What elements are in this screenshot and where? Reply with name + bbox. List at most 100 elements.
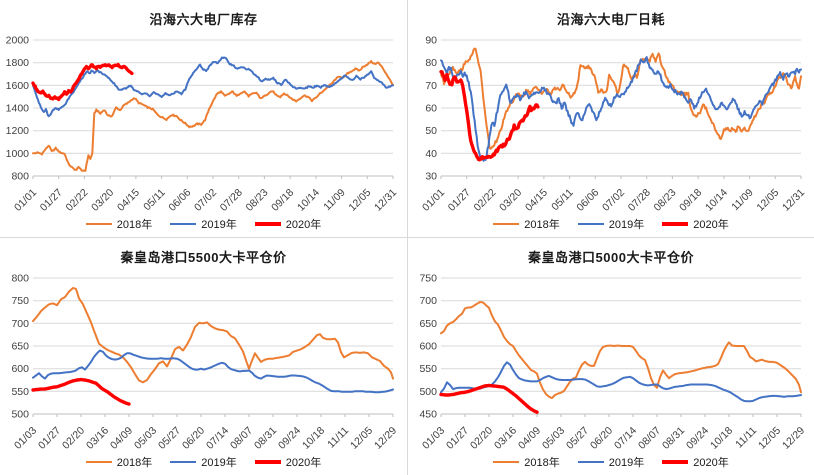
svg-text:650: 650 bbox=[419, 318, 437, 330]
legend-line-2019-icon bbox=[577, 223, 604, 225]
legend: 2018年 2019年 2020年 bbox=[408, 213, 814, 235]
legend-line-2020-icon bbox=[254, 222, 281, 226]
legend-item-2018: 2018年 bbox=[493, 454, 560, 470]
svg-text:1200: 1200 bbox=[6, 125, 30, 137]
svg-text:1600: 1600 bbox=[6, 80, 30, 92]
svg-text:750: 750 bbox=[11, 295, 29, 307]
svg-text:12/31: 12/31 bbox=[372, 187, 399, 213]
svg-text:08/23: 08/23 bbox=[651, 187, 678, 213]
chart-panel-coastal-inventory: 沿海六大电厂库存 800 1000 1200 1400 1600 1800 2000 01/0… bbox=[0, 0, 407, 237]
svg-text:05/27: 05/27 bbox=[156, 425, 183, 451]
chart-panel-coastal-daily-consumption: 沿海六大电厂日耗 30 40 50 60 70 80 90 01/01 01/27 02/22 03… bbox=[408, 0, 814, 237]
svg-text:01/27: 01/27 bbox=[446, 187, 473, 213]
legend-line-2018-icon bbox=[85, 223, 112, 225]
svg-text:90: 90 bbox=[425, 35, 437, 47]
svg-text:12/31: 12/31 bbox=[780, 187, 807, 213]
legend-label: 2019年 bbox=[608, 219, 645, 231]
svg-text:08/23: 08/23 bbox=[243, 187, 270, 213]
svg-text:04/15: 04/15 bbox=[115, 187, 142, 213]
legend-item-2018: 2018年 bbox=[85, 454, 153, 470]
legend-item-2019: 2019年 bbox=[577, 454, 645, 470]
svg-text:04/09: 04/09 bbox=[108, 425, 135, 451]
svg-text:40: 40 bbox=[425, 148, 437, 160]
svg-text:750: 750 bbox=[419, 273, 437, 285]
legend-label: 2020年 bbox=[285, 457, 322, 469]
svg-text:08/07: 08/07 bbox=[228, 425, 255, 451]
legend-line-2020-icon bbox=[662, 222, 689, 226]
chart-panel-qhd-5000-price: 秦皇岛港口5000大卡平仓价 450 500 550 600 650 700 750 01/0… bbox=[408, 238, 814, 475]
legend-line-2018-icon bbox=[85, 461, 112, 463]
svg-text:09/18: 09/18 bbox=[677, 187, 704, 213]
svg-text:04/15: 04/15 bbox=[523, 187, 550, 213]
svg-text:60: 60 bbox=[425, 103, 437, 115]
svg-text:11/11: 11/11 bbox=[733, 425, 759, 451]
svg-text:12/05: 12/05 bbox=[754, 187, 781, 213]
legend-line-2018-icon bbox=[493, 461, 520, 463]
svg-text:80: 80 bbox=[425, 57, 437, 69]
svg-text:07/02: 07/02 bbox=[600, 187, 627, 213]
svg-text:800: 800 bbox=[11, 273, 29, 285]
legend-label: 2018年 bbox=[524, 457, 560, 469]
legend: 2018年 2019年 2020年 bbox=[0, 213, 407, 235]
legend-label: 2020年 bbox=[693, 219, 729, 231]
svg-text:10/18: 10/18 bbox=[708, 425, 735, 451]
legend-line-2019-icon bbox=[577, 461, 604, 463]
legend-item-2018: 2018年 bbox=[85, 216, 152, 232]
svg-text:09/24: 09/24 bbox=[684, 425, 711, 451]
legend: 2018年 2019年 2020年 bbox=[0, 451, 407, 473]
svg-text:03/20: 03/20 bbox=[89, 187, 116, 213]
plot-area: 450 500 550 600 650 700 750 01/0301/2702/2003/1… bbox=[419, 273, 807, 452]
svg-text:50: 50 bbox=[425, 125, 437, 137]
svg-text:08/31: 08/31 bbox=[252, 425, 279, 451]
svg-text:07/02: 07/02 bbox=[192, 187, 219, 213]
legend-line-2020-icon bbox=[254, 460, 281, 464]
legend-line-2019-icon bbox=[170, 223, 197, 225]
svg-text:1000: 1000 bbox=[6, 148, 30, 160]
svg-text:05/03: 05/03 bbox=[540, 425, 567, 451]
legend-label: 2020年 bbox=[693, 457, 729, 469]
legend-label: 2018年 bbox=[116, 457, 153, 469]
svg-text:11/09: 11/09 bbox=[321, 187, 348, 213]
svg-text:06/20: 06/20 bbox=[588, 425, 615, 451]
svg-text:550: 550 bbox=[11, 386, 29, 398]
svg-text:07/28: 07/28 bbox=[626, 187, 653, 213]
svg-text:10/18: 10/18 bbox=[300, 425, 327, 451]
svg-text:03/16: 03/16 bbox=[492, 425, 519, 451]
svg-text:12/05: 12/05 bbox=[346, 187, 373, 213]
svg-text:08/31: 08/31 bbox=[660, 425, 687, 451]
svg-text:30: 30 bbox=[425, 171, 437, 183]
svg-text:600: 600 bbox=[419, 341, 437, 353]
svg-text:01/01: 01/01 bbox=[420, 187, 447, 213]
svg-text:01/27: 01/27 bbox=[36, 425, 63, 451]
legend-item-2019: 2019年 bbox=[170, 454, 237, 470]
svg-text:02/22: 02/22 bbox=[63, 187, 90, 213]
svg-text:01/03: 01/03 bbox=[12, 425, 39, 451]
svg-text:05/03: 05/03 bbox=[132, 425, 159, 451]
svg-text:06/06: 06/06 bbox=[166, 187, 193, 213]
svg-text:03/20: 03/20 bbox=[497, 187, 524, 213]
svg-text:800: 800 bbox=[11, 171, 29, 183]
chart-panel-qhd-5500-price: 秦皇岛港口5500大卡平仓价 500 550 600 650 700 750 800 01/0… bbox=[0, 238, 407, 475]
legend-line-2019-icon bbox=[170, 461, 197, 463]
svg-text:09/18: 09/18 bbox=[269, 187, 296, 213]
svg-text:450: 450 bbox=[419, 409, 437, 421]
svg-text:05/11: 05/11 bbox=[141, 187, 168, 213]
legend-label: 2020年 bbox=[285, 219, 322, 231]
svg-text:07/28: 07/28 bbox=[218, 187, 245, 213]
svg-text:01/03: 01/03 bbox=[420, 425, 447, 451]
svg-text:500: 500 bbox=[11, 409, 29, 421]
svg-text:12/05: 12/05 bbox=[348, 425, 375, 451]
svg-text:01/01: 01/01 bbox=[12, 187, 39, 213]
legend-item-2019: 2019年 bbox=[170, 216, 237, 232]
svg-text:12/29: 12/29 bbox=[780, 425, 807, 451]
legend-item-2019: 2019年 bbox=[577, 216, 645, 232]
legend-label: 2019年 bbox=[608, 457, 645, 469]
svg-text:11/09: 11/09 bbox=[729, 187, 756, 213]
legend-label: 2019年 bbox=[201, 457, 237, 469]
plot-area: 800 1000 1200 1400 1600 1800 2000 01/0101/2702/… bbox=[6, 35, 400, 214]
svg-text:700: 700 bbox=[11, 318, 29, 330]
svg-text:650: 650 bbox=[11, 341, 29, 353]
svg-text:02/22: 02/22 bbox=[471, 187, 498, 213]
legend: 2018年 2019年 2020年 bbox=[408, 451, 814, 473]
legend-item-2018: 2018年 bbox=[493, 216, 560, 232]
